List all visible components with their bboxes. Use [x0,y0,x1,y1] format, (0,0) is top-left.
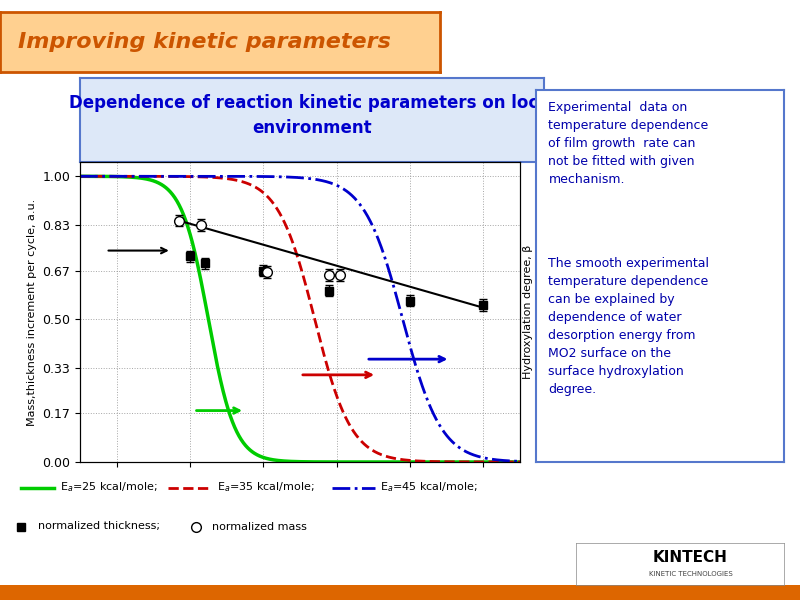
Text: E$_a$=25 kcal/mole;: E$_a$=25 kcal/mole; [59,481,157,494]
Text: E$_a$=35 kcal/mole;: E$_a$=35 kcal/mole; [218,481,314,494]
Text: normalized thickness;: normalized thickness; [38,521,160,532]
Text: Experimental  data on
temperature dependence
of film growth  rate can
not be fit: Experimental data on temperature depende… [549,101,709,186]
X-axis label: T, °C: T, °C [283,490,317,504]
Y-axis label: Mass,thickness increment per cycle, a.u.: Mass,thickness increment per cycle, a.u. [26,199,37,425]
Text: The smooth experimental
temperature dependence
can be explained by
dependence of: The smooth experimental temperature depe… [549,257,710,397]
Text: Dependence of reaction kinetic parameters on local
environment: Dependence of reaction kinetic parameter… [69,94,555,137]
Text: KӀNTECH: KӀNTECH [653,550,728,565]
Text: Improving kinetic parameters: Improving kinetic parameters [18,32,390,52]
Y-axis label: Hydroxylation degree, β: Hydroxylation degree, β [522,245,533,379]
Text: E$_a$=45 kcal/mole;: E$_a$=45 kcal/mole; [381,481,478,494]
Text: normalized mass: normalized mass [212,521,306,532]
Text: KINETIC TECHNOLOGIES: KINETIC TECHNOLOGIES [649,571,732,577]
